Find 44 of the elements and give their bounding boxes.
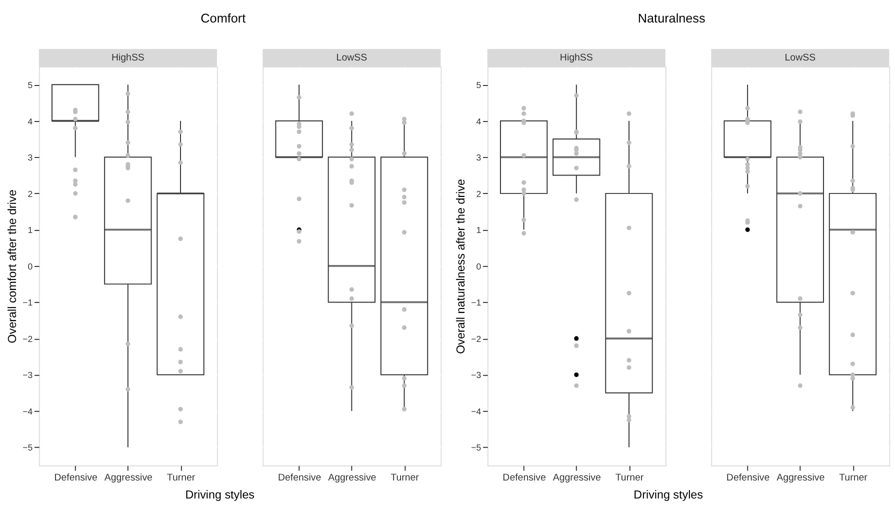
chart-subtitle: HighSS (560, 52, 594, 64)
x-tick-label: Aggressive (104, 472, 152, 484)
y-tick-label: 1 (476, 225, 482, 236)
y-tick-label: 4 (28, 116, 33, 126)
y-tick-label: −4 (471, 406, 482, 416)
y-tick-label: −1 (471, 298, 482, 308)
y-tick-label: 3 (28, 152, 33, 163)
y-tick-label: 2 (476, 188, 482, 199)
y-tick-label: −5 (22, 442, 33, 453)
chart-title: Comfort (200, 11, 246, 26)
y-tick-label: 2 (28, 188, 33, 199)
y-tick-label: −4 (22, 406, 33, 416)
x-tick-label: Turner (615, 472, 644, 484)
y-tick-label: −1 (22, 298, 33, 308)
y-tick-label: 4 (476, 116, 482, 126)
x-tick-label: Aggressive (552, 472, 601, 484)
y-tick-label: −2 (22, 334, 33, 344)
y-tick-label: 5 (28, 80, 33, 90)
x-tick-label: Turner (166, 472, 196, 484)
x-tick-label: Defensive (278, 472, 322, 484)
x-tick-label: Defensive (726, 472, 770, 484)
x-tick-label: Turner (390, 472, 420, 484)
y-tick-label: 0 (28, 261, 33, 272)
x-tick-label: Aggressive (776, 472, 825, 484)
y-tick-label: 5 (476, 80, 482, 90)
x-tick-label: Aggressive (328, 472, 376, 484)
x-axis-title: Driving styles (185, 488, 255, 502)
y-tick-label: 0 (476, 261, 482, 272)
y-axis-title: Overall naturalness after the drive (454, 178, 468, 354)
y-tick-label: 1 (28, 225, 33, 236)
chart-subtitle: LowSS (336, 52, 368, 64)
chart-subtitle: LowSS (784, 52, 816, 64)
x-tick-label: Turner (839, 472, 868, 484)
chart-subtitle: HighSS (111, 52, 145, 64)
y-tick-label: −3 (471, 370, 482, 380)
y-tick-label: −3 (22, 370, 33, 380)
y-tick-label: −2 (471, 334, 482, 344)
y-tick-label: −5 (471, 442, 482, 453)
y-axis-title: Overall comfort after the drive (6, 190, 19, 344)
x-tick-label: Defensive (502, 472, 546, 484)
x-axis-title: Driving styles (634, 488, 704, 502)
y-tick-label: 3 (476, 152, 482, 163)
chart-title: Naturalness (638, 11, 706, 26)
x-tick-label: Defensive (54, 472, 98, 484)
